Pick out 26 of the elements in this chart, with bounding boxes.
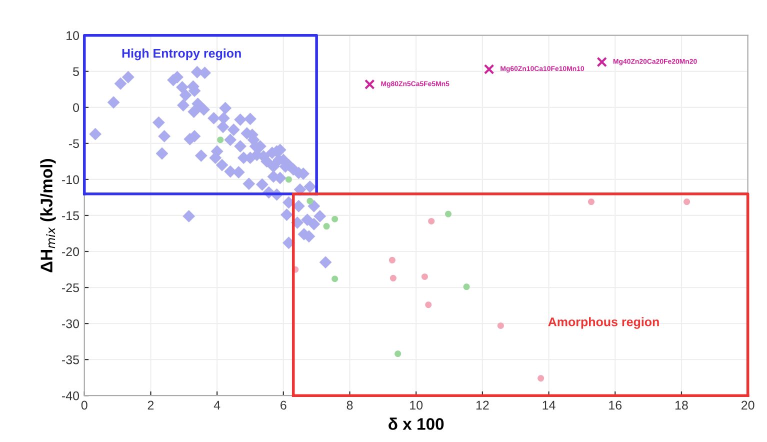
x-tick-label: 0	[81, 400, 88, 410]
annotation: High Entropy region	[122, 48, 241, 60]
y-tick-label: -25	[62, 283, 79, 292]
y-tick-label: -5	[68, 139, 79, 148]
y-tick-label: 0	[73, 103, 80, 112]
x-tick-label: 20	[742, 400, 754, 410]
y-tick-label: 5	[73, 67, 79, 76]
y-tick-label: -40	[62, 391, 80, 400]
y-tick-label: -20	[62, 247, 80, 256]
y-tick-label: 10	[66, 31, 80, 40]
x-tick-label: 16	[609, 400, 622, 410]
x-tick-label: 14	[542, 400, 556, 410]
x-tick-label: 4	[214, 400, 220, 410]
y-tick-label: -30	[62, 319, 80, 328]
x-tick-label: 6	[280, 400, 286, 410]
x-tick-label: 10	[410, 400, 423, 410]
y-tick-label: -10	[62, 175, 80, 184]
x-tick-label: 18	[675, 400, 688, 410]
x-tick-label: 8	[346, 400, 353, 410]
y-tick-label: -35	[62, 355, 79, 364]
x-tick-label: 2	[148, 400, 154, 410]
y-axis-title: ΔH$_{mix}$ (kJ/mol)	[40, 159, 56, 272]
x-axis-title: δ x 100	[388, 418, 444, 430]
y-tick-label: -15	[62, 211, 79, 220]
annotation: Amorphous region	[548, 317, 659, 329]
x-tick-label: 12	[476, 400, 489, 410]
